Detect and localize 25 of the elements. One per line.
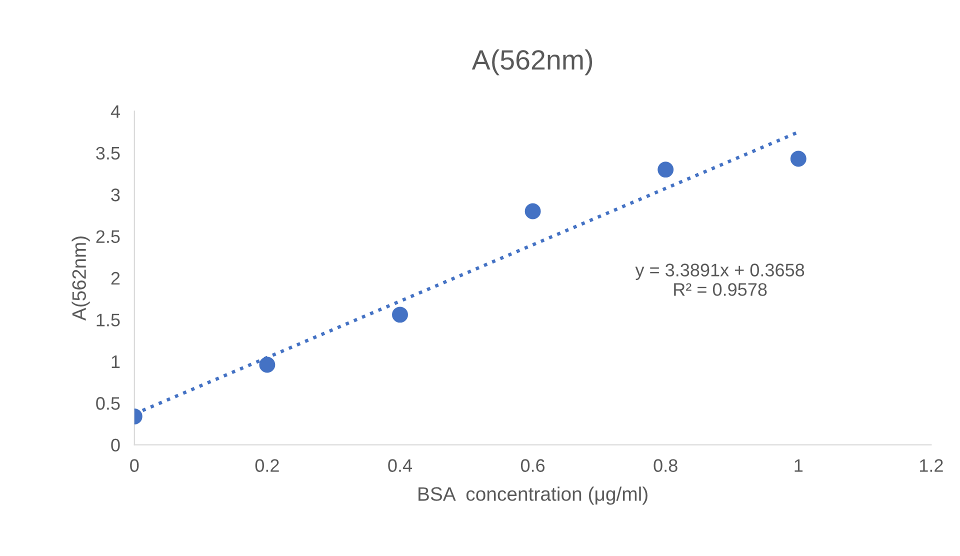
y-tick-label: 3 <box>111 188 120 202</box>
point <box>524 203 541 220</box>
x-tick-label: 1.2 <box>920 459 943 472</box>
chart-title: A(562nm) <box>472 49 592 76</box>
x-tick-label: 0 <box>130 459 139 472</box>
x-tick-label: 0.6 <box>520 459 545 472</box>
y-tick-label: 2.5 <box>96 230 120 244</box>
point <box>658 162 674 178</box>
y-axis-title: A(562nm) <box>72 236 90 321</box>
y-tick-label: 0.5 <box>96 397 120 410</box>
point <box>392 306 408 323</box>
y-tick-label: 4 <box>110 105 120 118</box>
x-tick-label: 0.2 <box>255 459 279 472</box>
x-tick-label: 1 <box>794 459 803 472</box>
y-tick-label: 1 <box>112 356 120 368</box>
point <box>790 150 806 167</box>
point <box>259 356 276 373</box>
x-axis-title: BSA concentration (μg/ml) <box>418 486 648 505</box>
y-tick-label: 1.5 <box>96 314 120 326</box>
y-tick-label: 0 <box>111 438 120 452</box>
y-tick-label: 3.5 <box>96 146 120 160</box>
annotation: y = 3.3891x + 0.3658 R² = 0.9578 <box>635 264 804 296</box>
x-tick-label: 0.8 <box>654 459 678 472</box>
x-tick-label: 0.4 <box>388 459 412 472</box>
y-tick-label: 2 <box>111 272 120 285</box>
